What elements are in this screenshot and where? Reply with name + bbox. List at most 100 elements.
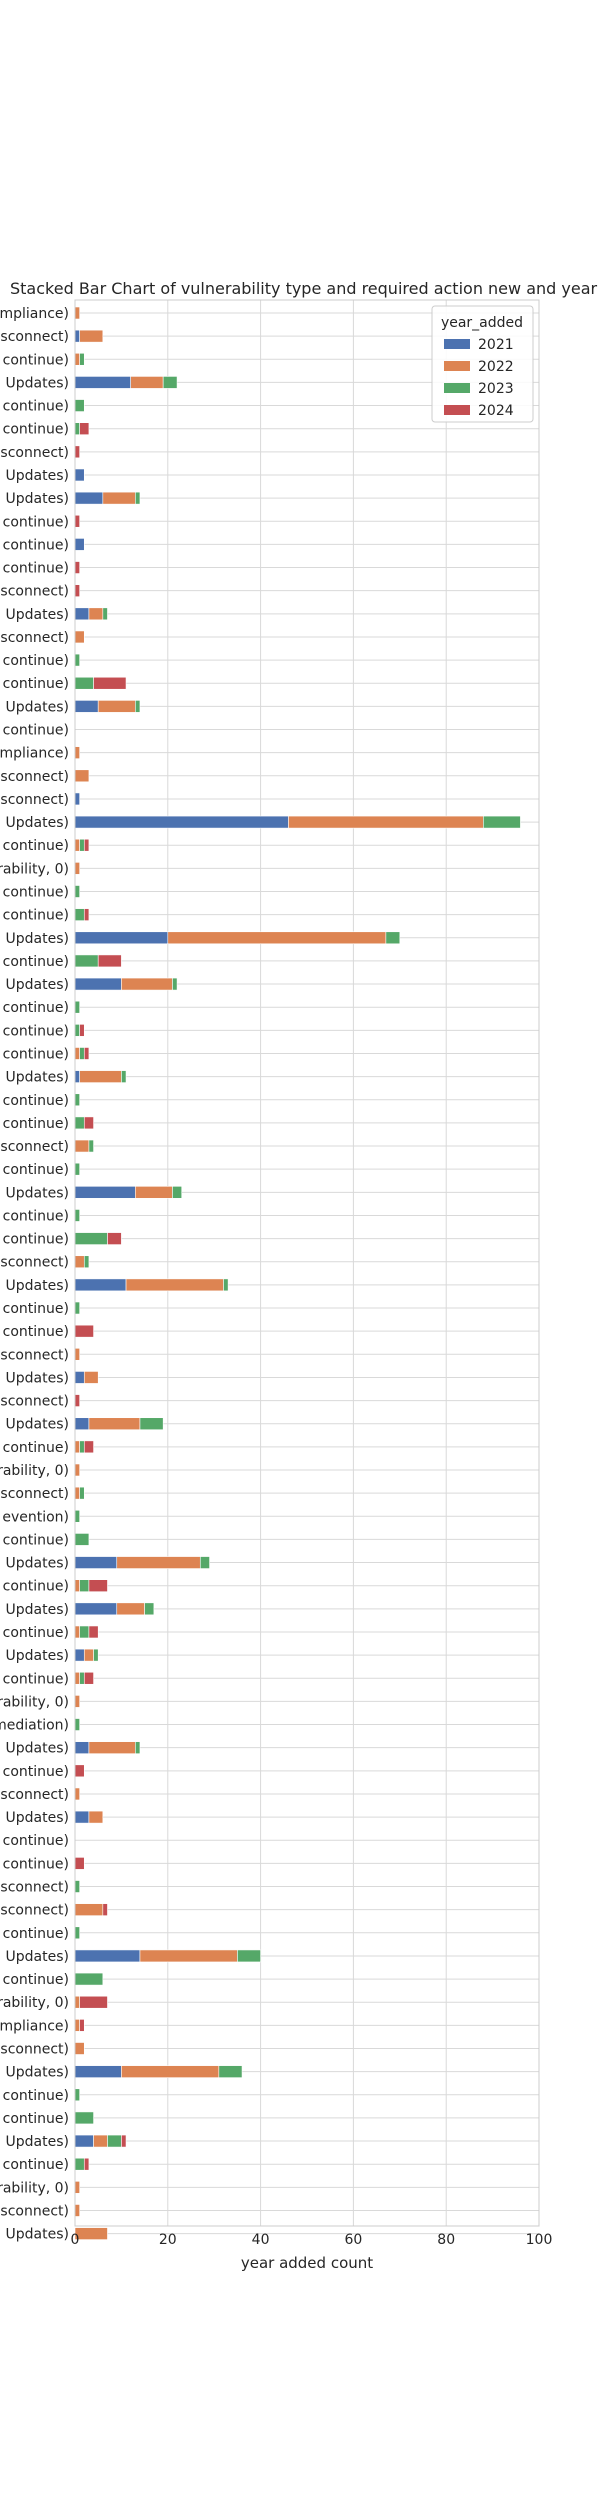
bar-segment-2023 [144, 1602, 155, 1616]
y-tick-label: continue) [3, 1440, 69, 1456]
grid-lines [74, 300, 540, 2235]
y-tick-label: rability, 0) [0, 1995, 69, 2011]
y-tick-label: sconnect) [0, 1486, 69, 1502]
y-tick-label: continue) [3, 908, 69, 924]
bar-segment-2022 [83, 1648, 94, 1662]
bar-segment-2023 [79, 1047, 85, 1060]
bar-segment-2024 [74, 514, 80, 528]
x-axis-label: year added count [241, 2254, 373, 2272]
y-tick-label: Updates) [6, 1648, 69, 1664]
bar-segment-2023 [74, 422, 80, 436]
bar-segment-2021 [74, 376, 131, 389]
bar-segment-2021 [74, 2134, 94, 2148]
bar-segment-2023 [74, 1000, 80, 1014]
legend-label-2022: 2022 [478, 359, 514, 375]
chart-title: Stacked Bar Chart of vulnerability type … [10, 279, 600, 298]
legend-title: year_added [441, 315, 523, 331]
y-tick-label: Updates) [6, 2065, 69, 2081]
bar-segment-2023 [74, 885, 80, 898]
bar-segment-2024 [88, 1579, 108, 1592]
y-tick-label: continue) [3, 954, 69, 970]
legend-swatch-2024 [444, 405, 470, 415]
bar-segment-2023 [74, 1509, 80, 1523]
bar-segment-2023 [483, 815, 521, 829]
bar-segment-2021 [74, 1556, 118, 1569]
bar-segment-2021 [74, 931, 169, 945]
bar-segment-2022 [74, 1139, 90, 1153]
bar-segment-2024 [83, 1047, 90, 1060]
bar-segment-2022 [88, 1810, 104, 1824]
y-tick-label: continue) [3, 352, 69, 368]
bar-segment-2022 [74, 1903, 104, 1916]
y-tick-label: continue) [3, 885, 69, 901]
bar-segment-2021 [74, 1648, 85, 1662]
y-tick-label: Updates) [6, 468, 69, 484]
bar-segment-2023 [83, 1255, 90, 1269]
y-tick-label: sconnect) [0, 1880, 69, 1896]
bar-segment-2022 [88, 1417, 141, 1431]
bar-segment-2021 [74, 977, 122, 991]
y-tick-label: continue) [3, 514, 69, 530]
y-tick-label: continue) [3, 1625, 69, 1641]
bar-segment-2022 [74, 1348, 80, 1361]
bar-segment-2024 [74, 561, 80, 574]
y-tick-label: Updates) [6, 977, 69, 993]
bar-segment-2024 [93, 676, 127, 690]
bar-segment-2022 [74, 1625, 80, 1639]
y-tick-label: sconnect) [0, 2042, 69, 2058]
y-tick-label: rability, 0) [0, 861, 69, 877]
bar-segment-2023 [93, 1648, 99, 1662]
bar-segment-2023 [139, 1417, 164, 1431]
y-tick-label: sconnect) [0, 1255, 69, 1271]
y-tick-label: Updates) [6, 1741, 69, 1757]
bar-segment-2023 [74, 954, 99, 968]
y-tick-label: sconnect) [0, 769, 69, 785]
bar-segment-2022 [97, 700, 136, 713]
y-tick-label: Updates) [6, 1810, 69, 1826]
bar-segment-2021 [74, 815, 289, 829]
bar-segment-2022 [130, 376, 164, 389]
bar-segment-2022 [135, 1186, 173, 1199]
bar-segment-2022 [288, 815, 484, 829]
bar-segment-2023 [199, 1556, 210, 1569]
bar-segment-2023 [135, 700, 141, 713]
bar-segment-2021 [74, 329, 80, 343]
bar-segment-2023 [74, 1024, 80, 1037]
bar-segment-2023 [79, 838, 85, 852]
y-tick-label: continue) [3, 1000, 69, 1016]
bar-segment-2021 [74, 1371, 85, 1384]
y-tick-label: continue) [3, 1856, 69, 1872]
y-tick-label: sconnect) [0, 329, 69, 345]
bar-segment-2021 [74, 1741, 90, 1754]
y-tick-label: Updates) [6, 1602, 69, 1618]
bar-segment-2024 [88, 1625, 99, 1639]
legend: year_added 2021 2022 2023 2024 [431, 305, 534, 423]
y-tick-label: continue) [3, 723, 69, 739]
bar-segment-2023 [74, 1926, 80, 1940]
bar-segment-2023 [74, 1718, 80, 1731]
bar-segment-2023 [79, 1625, 90, 1639]
y-tick-label: evention) [2, 1509, 69, 1525]
bar-segment-2021 [74, 491, 104, 505]
bar-segment-2023 [223, 1278, 229, 1292]
y-tick-label: mediation) [0, 1718, 69, 1734]
y-tick-label: sconnect) [0, 445, 69, 461]
y-tick-label: continue) [3, 1093, 69, 1109]
bar-segment-2022 [74, 1486, 80, 1500]
y-tick-label: sconnect) [0, 584, 69, 600]
bar-segment-2023 [74, 1209, 80, 1222]
bar-segment-2023 [79, 1671, 85, 1685]
y-tick-label: continue) [3, 1116, 69, 1132]
bar-segment-2024 [83, 2157, 90, 2171]
x-tick-label: 100 [526, 2232, 553, 2248]
bar-segment-2022 [102, 491, 136, 505]
bar-segment-2023 [74, 399, 85, 412]
bar-segment-2022 [74, 1579, 80, 1592]
y-tick-label: continue) [3, 1926, 69, 1942]
legend-items: 2021 2022 2023 2024 [444, 337, 514, 419]
bar-segment-2023 [88, 1139, 94, 1153]
bar-segment-2024 [74, 584, 80, 597]
bar-segment-2024 [102, 1903, 108, 1916]
y-tick-label: Updates) [6, 1185, 69, 1201]
x-tick-labels: 0 20 40 60 80 100 [71, 2232, 553, 2248]
